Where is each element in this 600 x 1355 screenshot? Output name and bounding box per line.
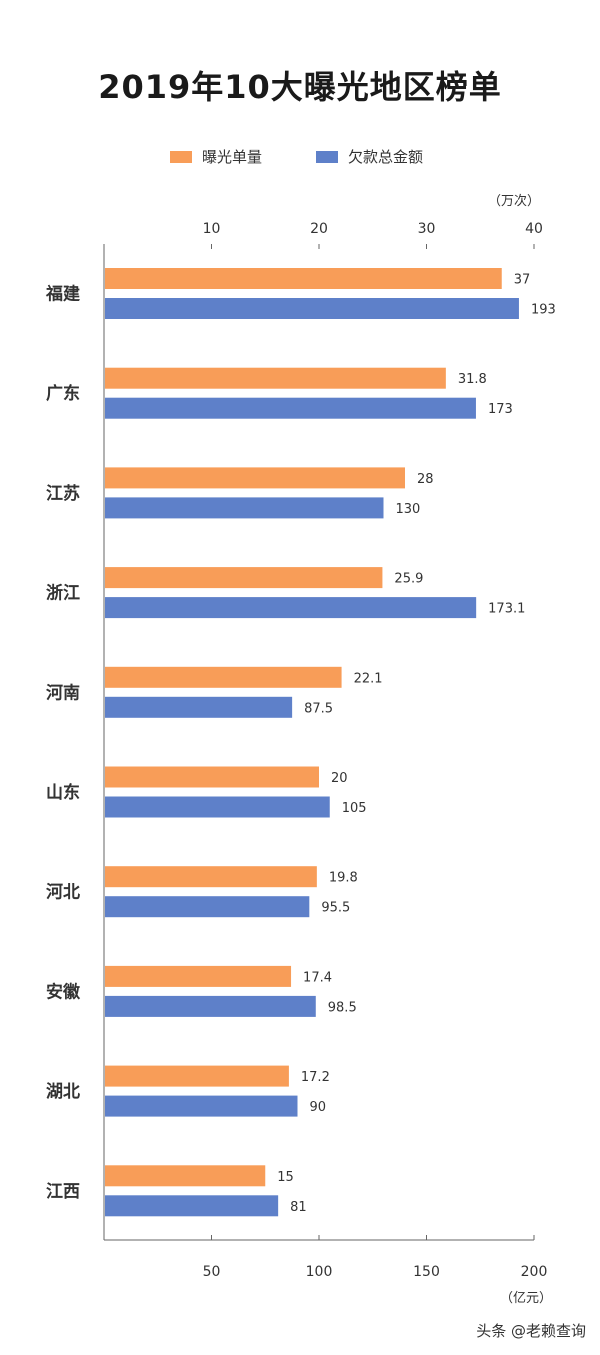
data-label-debt-amount: 95.5 — [321, 901, 350, 916]
data-label-exposure-count: 17.2 — [301, 1070, 330, 1085]
data-label-debt-amount: 81 — [290, 1200, 307, 1215]
category-label: 福建 — [45, 284, 80, 305]
data-label-debt-amount: 193 — [531, 303, 556, 318]
data-label-exposure-count: 19.8 — [329, 871, 358, 886]
bar-debt-amount — [105, 1095, 298, 1117]
bar-exposure-count — [105, 467, 405, 489]
category-label: 广东 — [46, 383, 80, 404]
category-label: 安徽 — [46, 981, 81, 1002]
category-label: 浙江 — [46, 583, 80, 604]
bar-debt-amount — [105, 696, 293, 718]
category-label: 河北 — [46, 883, 80, 903]
top-axis-unit: （万次） — [488, 193, 540, 209]
data-label-exposure-count: 22.1 — [354, 671, 383, 686]
bar-exposure-count — [105, 367, 446, 389]
bar-debt-amount — [105, 995, 316, 1017]
bar-exposure-count — [105, 965, 292, 987]
bar-debt-amount — [105, 298, 519, 319]
data-label-exposure-count: 20 — [331, 771, 348, 786]
data-label-exposure-count: 31.8 — [458, 372, 487, 387]
top-axis-tick-label: 10 — [203, 221, 221, 237]
category-label: 江西 — [46, 1182, 80, 1202]
top-axis-tick-label: 20 — [310, 221, 328, 237]
watermark: 头条 @老赖查询 — [476, 1322, 586, 1340]
data-label-exposure-count: 15 — [277, 1170, 294, 1185]
category-label: 湖北 — [46, 1082, 80, 1102]
bar-debt-amount — [105, 397, 476, 419]
bar-debt-amount — [105, 497, 384, 519]
legend-item-debt-amount: 欠款总金额 — [316, 146, 423, 167]
chart-title: 2019年10大曝光地区榜单 — [98, 68, 502, 106]
data-label-exposure-count: 37 — [514, 273, 531, 288]
category-label: 山东 — [46, 782, 80, 803]
data-label-exposure-count: 17.4 — [303, 970, 332, 985]
bar-exposure-count — [105, 666, 342, 688]
bar-exposure-count — [105, 567, 383, 589]
bar-debt-amount — [105, 1195, 279, 1217]
bar-debt-amount — [105, 896, 310, 918]
bottom-axis-tick-label: 100 — [306, 1264, 333, 1280]
top-axis-tick-label: 40 — [525, 221, 543, 237]
bar-exposure-count — [105, 268, 502, 289]
bottom-axis-tick-label: 150 — [413, 1264, 440, 1280]
bottom-axis-tick-label: 200 — [521, 1264, 548, 1280]
category-label: 江苏 — [46, 483, 80, 504]
data-label-debt-amount: 98.5 — [328, 1000, 357, 1015]
bar-exposure-count — [105, 1165, 266, 1187]
data-label-debt-amount: 173.1 — [488, 602, 525, 617]
legend-swatch-blue — [316, 150, 338, 163]
bar-exposure-count — [105, 766, 319, 788]
bottom-axis-unit: （亿元） — [500, 1291, 552, 1306]
bar-exposure-count — [105, 866, 317, 888]
data-label-debt-amount: 130 — [396, 502, 421, 517]
legend-swatch-orange — [170, 150, 192, 163]
legend-label-debt-amount: 欠款总金额 — [348, 148, 424, 166]
data-label-debt-amount: 87.5 — [304, 701, 333, 716]
bar-debt-amount — [105, 597, 477, 619]
bottom-axis-tick-label: 50 — [203, 1264, 221, 1280]
data-label-exposure-count: 28 — [417, 472, 434, 487]
legend-item-exposure-count: 曝光单量 — [170, 146, 262, 167]
data-label-debt-amount: 173 — [488, 402, 513, 417]
legend-label-exposure-count: 曝光单量 — [202, 148, 263, 166]
bar-exposure-count — [105, 1065, 289, 1087]
bar-debt-amount — [105, 796, 330, 818]
data-label-debt-amount: 105 — [342, 801, 367, 816]
category-label: 河南 — [46, 682, 80, 703]
data-label-debt-amount: 90 — [310, 1100, 327, 1115]
data-label-exposure-count: 25.9 — [394, 572, 423, 587]
top-axis-tick-label: 30 — [418, 221, 436, 237]
